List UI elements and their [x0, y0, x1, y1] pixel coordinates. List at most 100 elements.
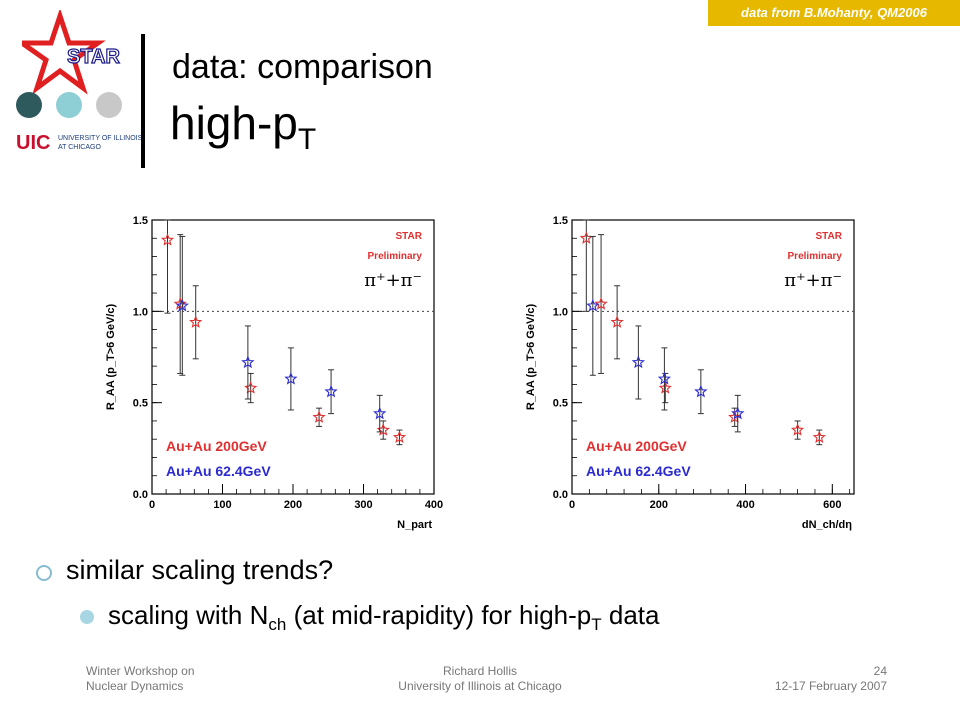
star-logo-text: STAR	[67, 46, 121, 68]
star-marker	[312, 410, 326, 423]
plot-frame	[571, 219, 855, 495]
x-tick-label: 300	[354, 499, 372, 511]
title-main: high-p	[170, 97, 298, 149]
star-marker	[610, 315, 624, 328]
bullet-2-mid: (at mid-rapidity) for high-p	[286, 600, 592, 630]
star-marker	[694, 384, 708, 398]
y-tick-label: 0.0	[553, 489, 568, 501]
x-tick-label: 100	[213, 499, 231, 511]
uic-logo: UIC UNIVERSITY OF ILLINOIS AT CHICAGO	[16, 132, 142, 156]
data-point	[631, 325, 645, 400]
data-point	[594, 234, 608, 374]
x-tick-label: 0	[569, 499, 575, 511]
chart-left: 0.0 0.5 1.0 1.5 0 100 200 300 400 R_AA (p_T>6 GeV…	[96, 196, 446, 541]
annotation-preliminary: Preliminary	[788, 251, 843, 262]
bullet-marker-2	[80, 610, 94, 624]
legend-label: Au+Au 62.4GeV	[586, 463, 691, 479]
data-point	[244, 372, 258, 404]
data-point	[812, 429, 826, 446]
star-marker	[728, 410, 742, 423]
data-point	[586, 235, 600, 376]
footer-left-line1: Winter Workshop on	[86, 664, 195, 678]
legend-label: Au+Au 62.4GeV	[166, 463, 271, 479]
footer-left: Winter Workshop on Nuclear Dynamics	[86, 664, 195, 694]
logo-dots	[16, 92, 126, 122]
y-tick-label: 0.5	[133, 398, 148, 410]
uic-logo-name-line2: AT CHICAGO	[58, 144, 101, 151]
data-point	[791, 420, 805, 440]
y-tick-label: 0.5	[553, 398, 568, 410]
bullet-marker-1	[36, 565, 52, 581]
data-point	[160, 219, 175, 314]
star-marker	[731, 406, 745, 420]
star-marker	[284, 371, 298, 385]
data-point	[731, 394, 745, 433]
data-point	[657, 347, 671, 411]
x-tick-label: 400	[736, 499, 754, 511]
star-marker	[594, 296, 608, 310]
bullet-2-pre: scaling with N	[108, 600, 269, 630]
logo-dot-3	[96, 92, 122, 118]
data-point	[392, 429, 407, 446]
data-point	[373, 394, 387, 433]
star-marker	[392, 430, 407, 444]
logo-dot-2	[56, 92, 82, 118]
source-note-badge: data from B.Mohanty, QM2006	[708, 0, 960, 26]
legend-label: Au+Au 200GeV	[586, 438, 687, 454]
x-tick-label: 200	[284, 499, 302, 511]
x-tick-label: 600	[823, 499, 841, 511]
data-point	[175, 235, 189, 376]
y-tick-label: 1.5	[553, 215, 568, 227]
footer-center-line1: Richard Hollis	[442, 664, 518, 678]
y-tick-label: 1.0	[133, 306, 148, 318]
star-marker	[175, 298, 189, 312]
bullet-2-sub2: T	[591, 615, 602, 634]
x-axis-label: N_part	[397, 519, 432, 531]
title-sub: T	[297, 123, 317, 156]
uic-logo-mark: UIC	[16, 132, 51, 154]
data-point	[241, 325, 255, 400]
y-axis-label: R_AA (p_T>6 GeV/c)	[105, 304, 117, 411]
annotation-star: STAR	[816, 231, 843, 242]
star-marker	[244, 381, 258, 394]
footer-left-line2: Nuclear Dynamics	[86, 679, 184, 693]
x-axis-label: dN_ch/dη	[802, 519, 852, 531]
x-tick-label: 0	[149, 499, 155, 511]
footer-center: Richard Hollis University of Illinois at…	[380, 664, 580, 694]
bullet-2: scaling with Nch (at mid-rapidity) for h…	[108, 600, 659, 635]
star-marker	[586, 298, 600, 312]
star-marker	[241, 355, 255, 369]
star-marker	[658, 381, 672, 394]
x-tick-label: 200	[650, 499, 668, 511]
annotation-particle: π⁺+π⁻	[784, 270, 842, 291]
star-marker	[812, 430, 826, 443]
star-logo: STAR	[14, 8, 132, 100]
annotation-particle: π⁺+π⁻	[364, 270, 422, 291]
y-tick-label: 1.0	[553, 306, 568, 318]
bullet-1: similar scaling trends?	[66, 555, 334, 585]
data-point	[658, 372, 672, 404]
footer-right-line2: 12-17 February 2007	[774, 679, 887, 693]
star-marker	[791, 423, 805, 436]
bullet-2-sub1: ch	[268, 615, 287, 634]
data-point	[312, 407, 326, 427]
data-point	[610, 285, 624, 360]
legend-label: Au+Au 200GeV	[166, 438, 267, 454]
logo-dot-1	[16, 92, 42, 118]
star-marker	[631, 355, 645, 369]
y-tick-label: 1.5	[133, 215, 148, 227]
star-icon: STAR	[14, 8, 121, 95]
star-marker	[657, 371, 671, 385]
page-title-line1: data: comparison	[172, 48, 433, 86]
star-marker	[373, 406, 387, 420]
bullet-2-post: data	[601, 600, 660, 630]
footer-right-line1: 24	[873, 664, 887, 678]
footer-center-line2: University of Illinois at Chicago	[398, 679, 562, 693]
uic-logo-name-line1: UNIVERSITY OF ILLINOIS	[58, 135, 143, 142]
star-marker	[160, 233, 175, 246]
star-marker	[189, 315, 203, 328]
chart-right: 0.0 0.5 1.0 1.5 0 200 400 600 R_AA (p_T>6 GeV/c)…	[516, 196, 866, 541]
footer-right: 24 12-17 February 2007	[700, 664, 887, 694]
star-marker	[324, 384, 338, 398]
title-divider	[141, 34, 145, 168]
